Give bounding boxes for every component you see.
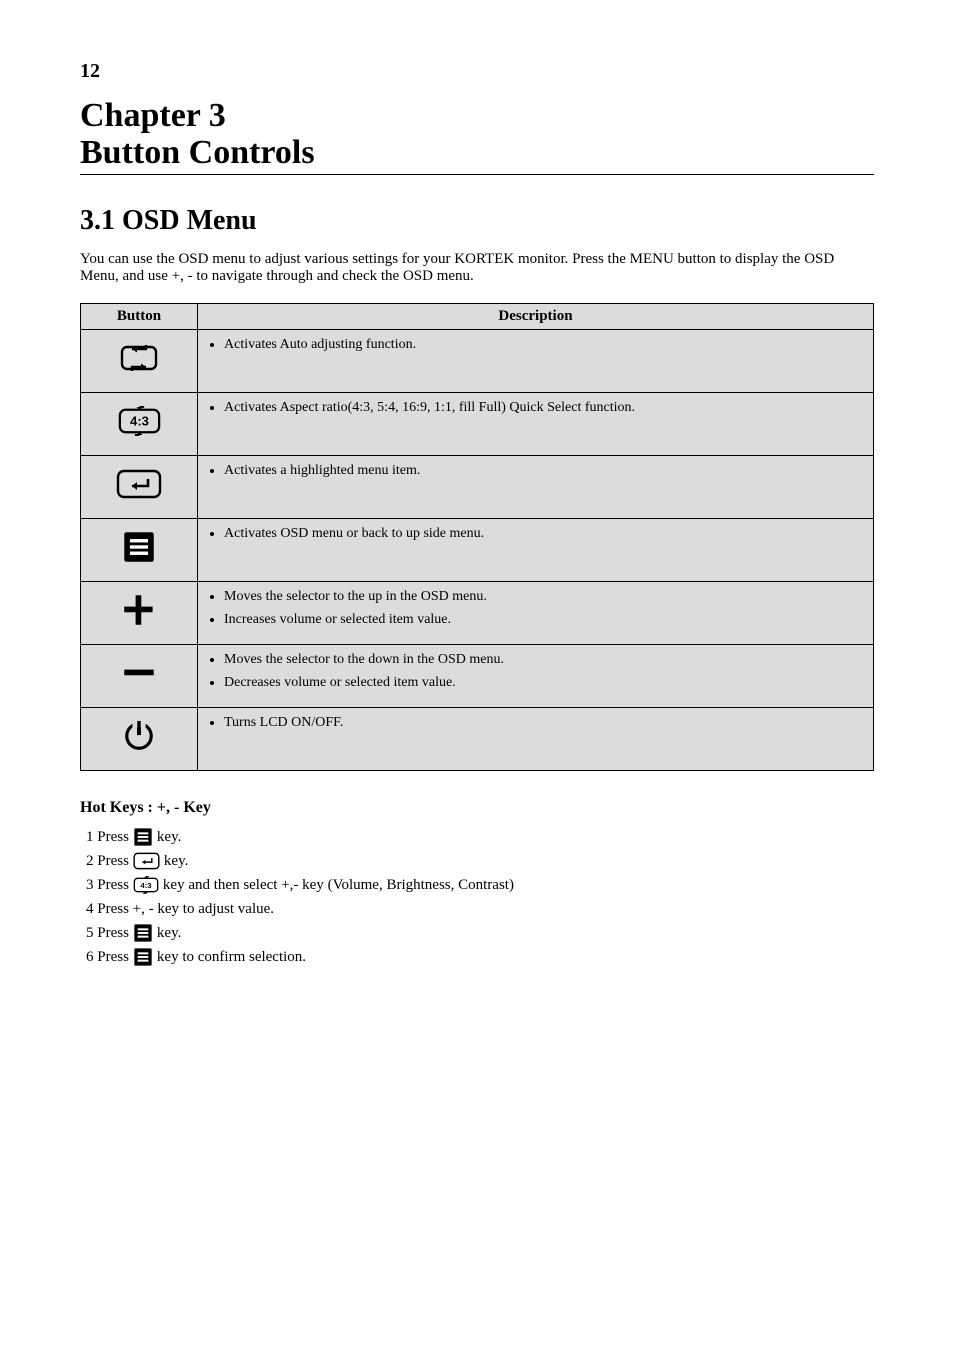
hotkeys-list: 1 Press key.2 Press key.3 Press key and …	[80, 825, 874, 969]
minus-button-cell	[81, 644, 198, 707]
aspect-button-cell	[81, 392, 198, 455]
minus-icon	[122, 656, 156, 695]
auto-adjust-button-cell	[81, 329, 198, 392]
table-row: Turns LCD ON/OFF.	[81, 707, 874, 770]
power-button-cell	[81, 707, 198, 770]
table-row: Activates a highlighted menu item.	[81, 455, 874, 518]
description-item: Increases volume or selected item value.	[224, 609, 865, 632]
power-icon	[123, 719, 155, 758]
chapter-label: Chapter 3	[80, 97, 874, 134]
hotkey-text: 6 Press	[86, 945, 129, 969]
description-item: Decreases volume or selected item value.	[224, 672, 865, 695]
table-row: Moves the selector to the down in the OS…	[81, 644, 874, 707]
menu-button-cell	[81, 518, 198, 581]
hotkey-step: 3 Press key and then select +,- key (Vol…	[86, 873, 874, 897]
description-cell: Activates a highlighted menu item.	[198, 455, 874, 518]
description-item: Activates OSD menu or back to up side me…	[224, 523, 865, 546]
hotkey-step: 5 Press key.	[86, 921, 874, 945]
hotkey-step: 6 Press key to confirm selection.	[86, 945, 874, 969]
hotkey-step: 4 Press +, - key to adjust value.	[86, 897, 874, 921]
description-cell: Moves the selector to the down in the OS…	[198, 644, 874, 707]
table-row: Activates OSD menu or back to up side me…	[81, 518, 874, 581]
hotkey-text: key and then select +,- key (Volume, Bri…	[163, 873, 514, 897]
chapter-heading: Chapter 3 Button Controls	[80, 97, 874, 175]
menu-icon	[133, 827, 153, 847]
hotkey-text: 1 Press	[86, 825, 129, 849]
description-item: Activates Auto adjusting function.	[224, 334, 865, 357]
intro-text: You can use the OSD menu to adjust vario…	[80, 251, 874, 285]
description-item: Activates a highlighted menu item.	[224, 460, 865, 483]
table-row: Moves the selector to the up in the OSD …	[81, 581, 874, 644]
plus-button-cell	[81, 581, 198, 644]
auto-adjust-icon	[120, 341, 158, 380]
aspect-icon	[133, 875, 159, 895]
hotkey-text: 4 Press +, - key to adjust value.	[86, 897, 274, 921]
col-header-button: Button	[81, 303, 198, 329]
hotkey-text: key.	[164, 849, 188, 873]
page: 12 Chapter 3 Button Controls 3.1 OSD Men…	[0, 0, 954, 1049]
section-title: 3.1 OSD Menu	[80, 205, 874, 237]
hotkey-text: 5 Press	[86, 921, 129, 945]
page-number: 12	[80, 60, 874, 83]
table-row: Activates Aspect ratio(4:3, 5:4, 16:9, 1…	[81, 392, 874, 455]
hotkey-text: key to confirm selection.	[157, 945, 306, 969]
description-cell: Activates Aspect ratio(4:3, 5:4, 16:9, 1…	[198, 392, 874, 455]
hotkey-text: 2 Press	[86, 849, 129, 873]
description-cell: Activates OSD menu or back to up side me…	[198, 518, 874, 581]
menu-icon	[122, 530, 156, 569]
button-table: Button Description Activates Auto adjust…	[80, 303, 874, 771]
description-cell: Activates Auto adjusting function.	[198, 329, 874, 392]
aspect-icon	[118, 404, 161, 443]
enter-icon	[116, 467, 162, 506]
hotkey-text: key.	[157, 921, 181, 945]
plus-icon	[122, 593, 156, 632]
description-item: Moves the selector to the up in the OSD …	[224, 586, 865, 609]
description-cell: Turns LCD ON/OFF.	[198, 707, 874, 770]
table-row: Activates Auto adjusting function.	[81, 329, 874, 392]
description-item: Activates Aspect ratio(4:3, 5:4, 16:9, 1…	[224, 397, 865, 420]
hotkeys-title: Hot Keys : +, - Key	[80, 799, 874, 817]
description-item: Turns LCD ON/OFF.	[224, 712, 865, 735]
hotkey-step: 2 Press key.	[86, 849, 874, 873]
menu-icon	[133, 947, 153, 967]
hotkey-step: 1 Press key.	[86, 825, 874, 849]
description-item: Moves the selector to the down in the OS…	[224, 649, 865, 672]
description-cell: Moves the selector to the up in the OSD …	[198, 581, 874, 644]
hotkey-text: 3 Press	[86, 873, 129, 897]
enter-icon	[133, 851, 160, 871]
enter-button-cell	[81, 455, 198, 518]
hotkey-text: key.	[157, 825, 181, 849]
chapter-title: Button Controls	[80, 134, 874, 171]
col-header-description: Description	[198, 303, 874, 329]
menu-icon	[133, 923, 153, 943]
